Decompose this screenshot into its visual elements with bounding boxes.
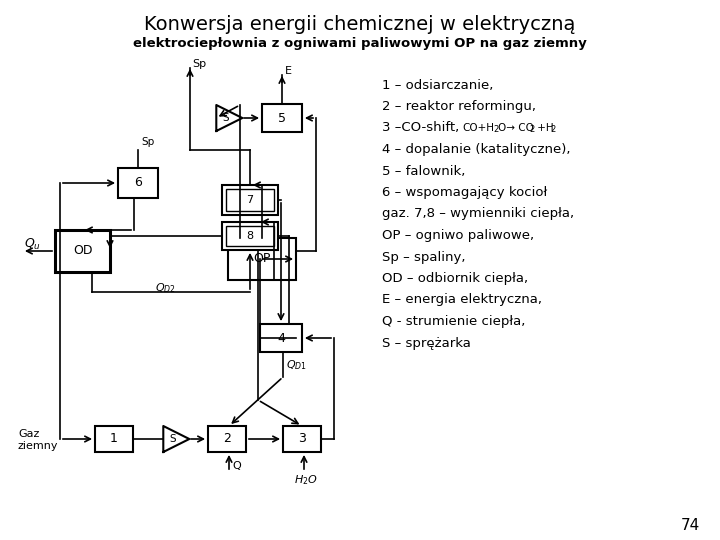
Text: Sp: Sp (192, 59, 206, 69)
Text: S: S (222, 113, 229, 123)
Bar (226, 226, 274, 246)
Text: 6: 6 (134, 177, 142, 190)
Text: $Q_{D2}$: $Q_{D2}$ (155, 281, 176, 295)
Text: +H: +H (534, 123, 554, 133)
Text: 4 – dopalanie (katalityczne),: 4 – dopalanie (katalityczne), (382, 143, 570, 156)
Polygon shape (163, 426, 189, 452)
Text: 2: 2 (223, 433, 231, 446)
Text: OP – ogniwo paliwowe,: OP – ogniwo paliwowe, (382, 229, 534, 242)
Text: 3: 3 (298, 433, 306, 446)
Bar (228, 238, 296, 280)
Text: S – sprężarka: S – sprężarka (382, 336, 471, 349)
Text: Konwersja energii chemicznej w elektryczną: Konwersja energii chemicznej w elektrycz… (144, 16, 576, 35)
Text: $H_2O$: $H_2O$ (294, 473, 318, 487)
Text: O→ CO: O→ CO (498, 123, 534, 133)
Text: Q: Q (232, 461, 240, 471)
Bar (118, 168, 158, 198)
Text: OD: OD (73, 245, 92, 258)
Bar (222, 222, 278, 250)
Bar (262, 104, 302, 132)
Text: 5: 5 (278, 111, 286, 125)
Text: OD – odbiornik ciepła,: OD – odbiornik ciepła, (382, 272, 528, 285)
Text: 1: 1 (110, 433, 118, 446)
Text: Sp: Sp (141, 137, 154, 147)
Text: 74: 74 (680, 517, 700, 532)
Text: Q - strumienie ciepła,: Q - strumienie ciepła, (382, 315, 526, 328)
Text: 8: 8 (246, 231, 253, 241)
Text: 2: 2 (493, 125, 498, 134)
Text: 1 – odsiarczanie,: 1 – odsiarczanie, (382, 78, 493, 91)
Text: OP: OP (253, 253, 271, 266)
Text: Gaz
ziemny: Gaz ziemny (18, 429, 58, 451)
Bar (222, 185, 278, 215)
Polygon shape (216, 105, 243, 131)
Text: 3 –CO-shift,: 3 –CO-shift, (382, 122, 459, 134)
Text: 5 – falownik,: 5 – falownik, (382, 165, 465, 178)
Bar (283, 426, 321, 452)
Bar (95, 426, 133, 452)
Text: 4: 4 (277, 332, 285, 345)
Bar (260, 324, 302, 352)
Text: 2: 2 (529, 125, 534, 134)
Text: E – energia elektryczna,: E – energia elektryczna, (382, 294, 542, 307)
Text: $Q_u$: $Q_u$ (24, 237, 41, 252)
Text: $Q_{D1}$: $Q_{D1}$ (286, 358, 307, 372)
Text: E: E (285, 66, 292, 76)
Text: S: S (170, 434, 176, 444)
Text: CO+H: CO+H (462, 123, 494, 133)
Text: 2: 2 (550, 125, 555, 134)
Text: Sp – spaliny,: Sp – spaliny, (382, 251, 466, 264)
Text: 6 – wspomagający kocioł: 6 – wspomagający kocioł (382, 186, 547, 199)
Text: 2 – reaktor reformingu,: 2 – reaktor reformingu, (382, 100, 536, 113)
Bar (226, 189, 274, 211)
Text: gaz. 7,8 – wymienniki ciepła,: gaz. 7,8 – wymienniki ciepła, (382, 207, 574, 220)
Bar (208, 426, 246, 452)
Text: elektrociepłownia z ogniwami paliwowymi OP na gaz ziemny: elektrociepłownia z ogniwami paliwowymi … (133, 37, 587, 50)
Text: 7: 7 (246, 195, 253, 205)
Bar (55, 230, 110, 272)
